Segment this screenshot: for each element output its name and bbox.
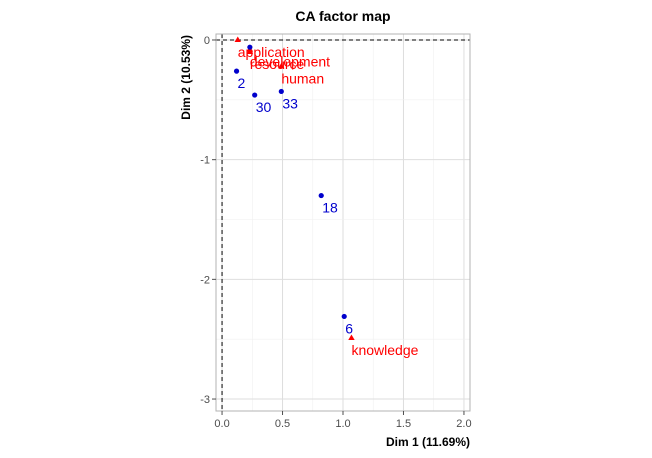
row-point xyxy=(247,44,253,50)
x-tick-label: 0.5 xyxy=(275,418,290,430)
column-point xyxy=(278,62,285,69)
column-point-label: development xyxy=(250,54,330,70)
x-tick-label: 2.0 xyxy=(456,418,471,430)
x-axis-title: Dim 1 (11.69%) xyxy=(386,435,470,449)
grid xyxy=(216,34,470,411)
y-tick-label: -1 xyxy=(200,155,210,167)
y-tick-label: -3 xyxy=(200,394,210,406)
row-point-label: 33 xyxy=(282,95,298,111)
column-point-label: knowledge xyxy=(351,342,418,358)
column-point-label: resource xyxy=(250,56,305,72)
column-point-label: application xyxy=(238,44,305,60)
row-point-label: 2 xyxy=(238,75,246,91)
row-point xyxy=(278,88,284,95)
x-tick-label: 0.0 xyxy=(214,418,229,430)
row-point-label: 6 xyxy=(345,320,353,336)
column-point xyxy=(348,334,355,340)
chart-title: CA factor map xyxy=(295,8,390,24)
x-tick-label: 1.5 xyxy=(396,418,411,430)
axis-ticks: 0.0 0.5 1.0 1.5 2.0 0 -1 -2 -3 xyxy=(200,35,471,430)
row-point-label: 30 xyxy=(256,99,272,115)
column-point xyxy=(246,48,254,54)
y-axis-title: Dim 2 (10.53%) xyxy=(179,35,193,120)
row-points: 2 30 33 18 6 xyxy=(233,44,353,336)
y-tick-label: -2 xyxy=(200,274,210,286)
row-point xyxy=(341,313,347,320)
row-point xyxy=(318,192,324,199)
reference-lines xyxy=(216,34,470,411)
column-point-label: human xyxy=(281,70,324,86)
y-tick-label: 0 xyxy=(204,35,210,47)
row-point xyxy=(233,68,240,74)
x-tick-label: 1.0 xyxy=(335,418,350,430)
column-point xyxy=(234,36,241,42)
row-point xyxy=(252,92,258,98)
row-point-label: 18 xyxy=(322,200,338,216)
